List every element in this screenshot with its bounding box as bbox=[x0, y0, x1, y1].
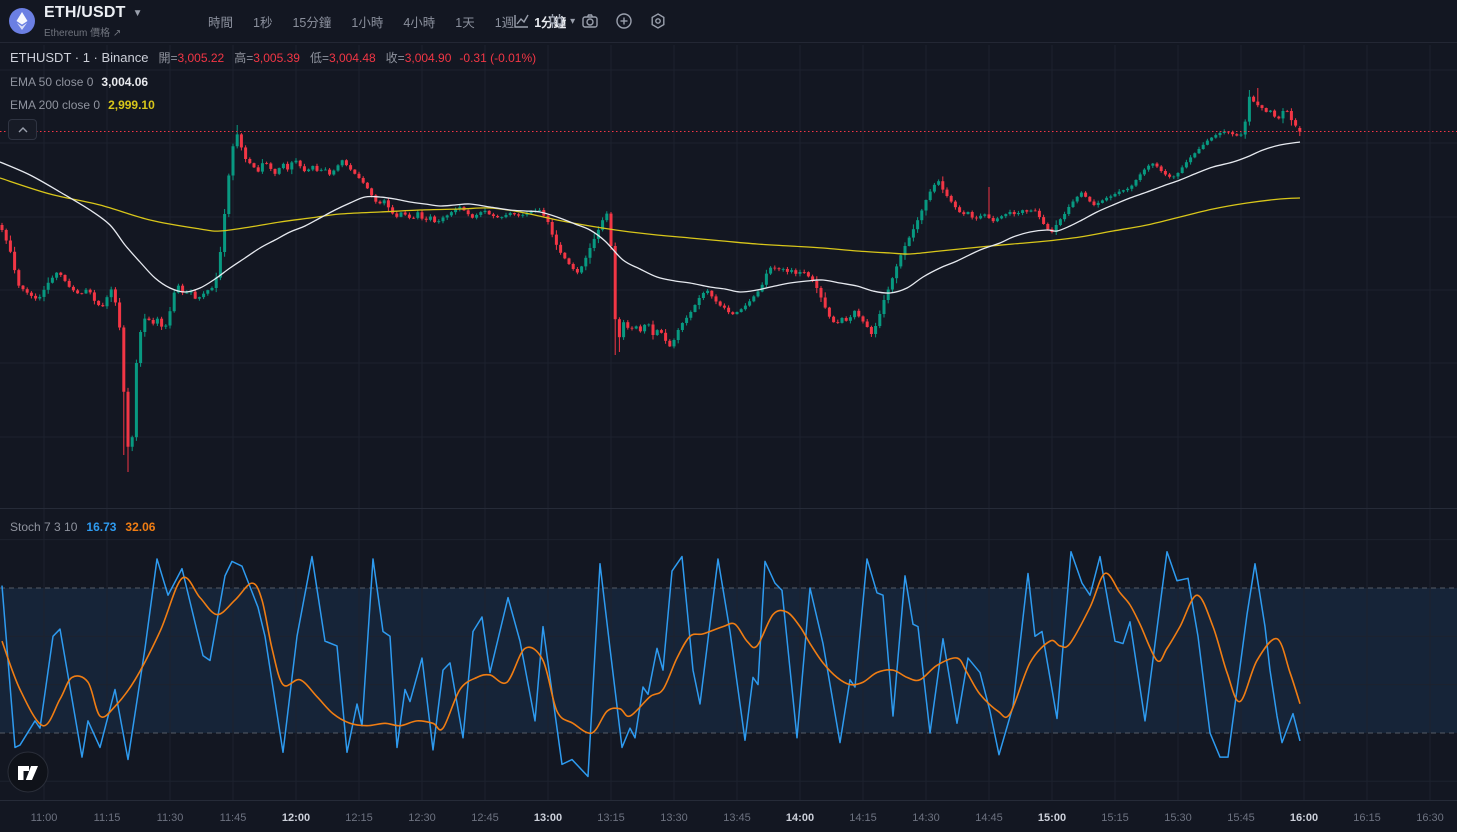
add-circle-icon bbox=[616, 13, 632, 29]
time-tick-label: 15:15 bbox=[1101, 812, 1129, 824]
ema50-line bbox=[0, 141, 1301, 294]
time-tick-label: 14:15 bbox=[849, 812, 877, 824]
stoch-label: Stoch 7 3 10 bbox=[10, 520, 78, 534]
line-chart-icon bbox=[514, 14, 529, 28]
ema200-value: 2,999.10 bbox=[108, 98, 155, 112]
time-tick-label: 12:45 bbox=[471, 812, 499, 824]
time-axis[interactable]: 11:00 11:15 11:30 11:45 12:00 12:15 12:30 12:45… bbox=[31, 812, 1444, 824]
time-tick-label: 16:00 bbox=[1290, 812, 1318, 824]
ethereum-logo-icon[interactable] bbox=[8, 7, 36, 35]
timeframe-switcher: 時間1秒15分鐘1小時4小時1天1週1分鐘▾ bbox=[198, 0, 585, 42]
timeframe-時間[interactable]: 時間 bbox=[208, 15, 234, 30]
ema200-label: EMA 200 close 0 bbox=[10, 98, 101, 112]
ohlc-low: 低=3,004.48 bbox=[309, 51, 376, 65]
timeframe-4小時[interactable]: 4小時 bbox=[403, 15, 436, 30]
indicators-button[interactable] bbox=[508, 7, 536, 35]
ema-layer bbox=[0, 141, 1301, 294]
toolbar-tools bbox=[508, 7, 672, 35]
time-tick-label: 11:45 bbox=[220, 812, 247, 824]
symbol-switcher[interactable]: ETH/USDT ▼ bbox=[44, 4, 143, 22]
tradingview-logo[interactable] bbox=[5, 749, 51, 795]
timeframe-15分鐘[interactable]: 15分鐘 bbox=[292, 15, 332, 30]
timeframe-1秒[interactable]: 1秒 bbox=[253, 15, 273, 30]
stoch-k-line bbox=[1, 550, 1301, 778]
ohlc-high: 高=3,005.39 bbox=[234, 51, 300, 65]
legend-title[interactable]: ETHUSDT · 1 · Binance bbox=[10, 50, 149, 65]
chevron-down-icon: ▼ bbox=[132, 7, 143, 19]
time-tick-label: 13:15 bbox=[597, 812, 625, 824]
collapse-legend-button[interactable] bbox=[8, 119, 37, 140]
grid-layer bbox=[0, 45, 1457, 800]
time-tick-label: 13:45 bbox=[723, 812, 751, 824]
time-tick-label: 15:00 bbox=[1038, 812, 1066, 824]
candles-layer bbox=[0, 88, 1302, 472]
time-tick-label: 13:30 bbox=[660, 812, 688, 824]
candles-icon bbox=[549, 14, 563, 28]
time-tick-label: 15:30 bbox=[1164, 812, 1192, 824]
top-toolbar: ETH/USDT ▼ Ethereum 價格 ↗ 時間 1秒 15分鐘 1小時 4小時 1… bbox=[0, 0, 1457, 43]
time-tick-label: 12:15 bbox=[345, 812, 373, 824]
stoch-layer bbox=[1, 550, 1301, 778]
compare-add-button[interactable] bbox=[610, 7, 638, 35]
ohlc-close: 收=3,004.90 bbox=[385, 51, 452, 65]
symbol-subtitle-link[interactable]: Ethereum 價格 ↗ bbox=[44, 28, 122, 39]
timeframe-1週[interactable]: 1週 bbox=[494, 15, 515, 30]
time-tick-label: 13:00 bbox=[534, 812, 562, 824]
time-tick-label: 14:30 bbox=[912, 812, 940, 824]
ema50-value: 3,004.06 bbox=[101, 75, 149, 89]
main-legend: ETHUSDT · 1 · Binance 開=3,005.22 高=3,005.… bbox=[10, 49, 536, 112]
settings-button[interactable] bbox=[644, 7, 672, 35]
chevron-down-icon: ▾ bbox=[570, 15, 576, 27]
time-tick-label: 14:45 bbox=[975, 812, 1003, 824]
camera-icon bbox=[582, 14, 598, 28]
timeframe-1小時[interactable]: 1小時 bbox=[351, 15, 384, 30]
ema200-legend-row[interactable]: EMA 200 close 0 2,999.10 bbox=[10, 98, 536, 112]
ema50-label: EMA 50 close 0 bbox=[10, 75, 94, 89]
time-tick-label: 12:30 bbox=[408, 812, 436, 824]
settings-gear-icon bbox=[651, 13, 665, 29]
time-tick-label: 15:45 bbox=[1227, 812, 1255, 824]
ema200-line bbox=[0, 177, 1301, 255]
time-tick-label: 11:30 bbox=[157, 812, 184, 824]
chart-style-button[interactable] bbox=[542, 7, 570, 35]
stoch-k-value: 16.73 bbox=[86, 520, 117, 534]
time-tick-label: 14:00 bbox=[786, 812, 814, 824]
time-tick-label: 11:15 bbox=[94, 812, 121, 824]
symbol-name: ETH/USDT bbox=[44, 4, 126, 21]
timeframe-1天[interactable]: 1天 bbox=[455, 15, 475, 30]
ema50-legend-row[interactable]: EMA 50 close 0 3,004.06 bbox=[10, 75, 536, 89]
ohlc-values: 開=3,005.22 高=3,005.39 低=3,004.48 收=3,004.90 bbox=[148, 49, 451, 66]
snapshot-button[interactable] bbox=[576, 7, 604, 35]
time-tick-label: 12:00 bbox=[282, 812, 310, 824]
time-tick-label: 16:15 bbox=[1353, 812, 1381, 824]
stoch-band bbox=[0, 587, 1457, 733]
stoch-legend[interactable]: Stoch 7 3 10 16.73 32.06 bbox=[10, 520, 155, 534]
price-change: -0.31 (-0.01%) bbox=[459, 51, 537, 65]
time-tick-label: 16:30 bbox=[1416, 812, 1444, 824]
chevron-up-icon bbox=[18, 126, 27, 132]
stoch-d-value: 32.06 bbox=[125, 520, 156, 534]
stoch-d-line bbox=[1, 572, 1301, 735]
time-tick-label: 11:00 bbox=[31, 812, 58, 824]
ohlc-open: 開=3,005.22 bbox=[158, 51, 225, 65]
